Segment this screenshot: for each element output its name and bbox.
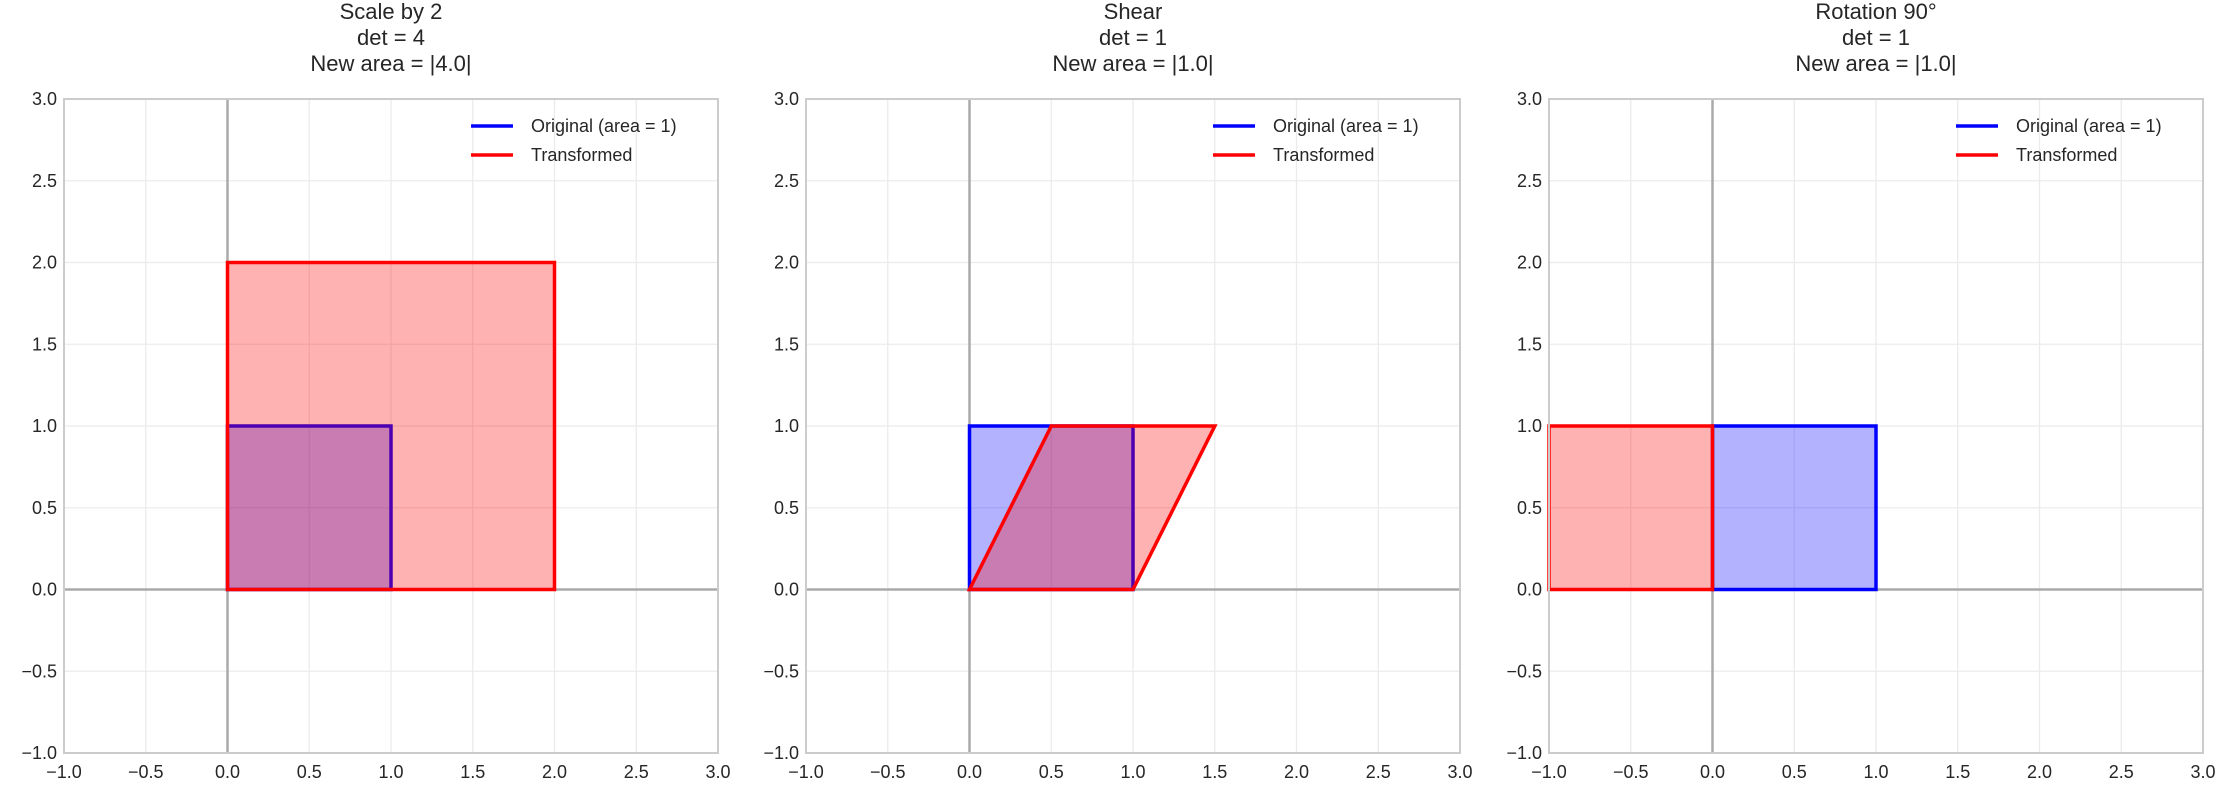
x-tick-label: 2.5 (2109, 762, 2134, 782)
axes-frame (63, 98, 719, 754)
x-tick-label: 1.5 (1945, 762, 1970, 782)
subplot-title: det = 1 (1099, 25, 1167, 50)
x-tick-label: 0.5 (1039, 762, 1064, 782)
subplot-3: −1.0 −0.5 0.0 0.5 1.0 1.5 2.0 2.5 3.0 −1.0 −0.5 0.0… (1506, 0, 2215, 782)
x-tick-label: 2.0 (2027, 762, 2052, 782)
y-tick-label: −1.0 (21, 743, 57, 763)
axes-frame (805, 98, 1461, 754)
y-tick-label: 2.5 (1517, 171, 1542, 191)
subplot-title: New area = |1.0| (1052, 51, 1213, 76)
subplot-title: det = 1 (1842, 25, 1910, 50)
legend-original-label: Original (area = 1) (2016, 116, 2162, 136)
y-tick-label: 0.0 (774, 580, 799, 600)
legend-transformed-label: Transformed (531, 145, 632, 165)
y-tick-label: 0.5 (1517, 498, 1542, 518)
y-tick-label: 0.0 (32, 580, 57, 600)
y-tick-label: 2.0 (32, 253, 57, 273)
y-tick-label: 0.5 (32, 498, 57, 518)
x-tick-label: 1.0 (378, 762, 403, 782)
y-tick-label: −1.0 (763, 743, 799, 763)
x-tick-label: 0.0 (1700, 762, 1725, 782)
x-tick-label: 3.0 (1447, 762, 1472, 782)
x-tick-label: 2.0 (542, 762, 567, 782)
legend-transformed-label: Transformed (2016, 145, 2117, 165)
original-polygon (1710, 424, 1878, 592)
subplot-title: det = 4 (357, 25, 425, 50)
x-tick-label: 1.5 (1202, 762, 1227, 782)
x-tick-label: −1.0 (46, 762, 82, 782)
y-tick-label: −0.5 (21, 661, 57, 681)
y-tick-label: 1.0 (1517, 416, 1542, 436)
transformed-polygon (1547, 424, 1715, 592)
x-tick-label: 0.0 (957, 762, 982, 782)
y-tick-label: 0.0 (1517, 580, 1542, 600)
y-tick-label: 1.0 (774, 416, 799, 436)
x-tick-label: −0.5 (128, 762, 164, 782)
y-tick-label: −0.5 (763, 661, 799, 681)
y-tick-label: −0.5 (1506, 661, 1542, 681)
x-tick-label: 0.5 (1782, 762, 1807, 782)
y-tick-label: 2.5 (774, 171, 799, 191)
legend-original-label: Original (area = 1) (531, 116, 677, 136)
transformed-polygon (966, 424, 1218, 592)
x-tick-label: 1.0 (1120, 762, 1145, 782)
legend-transformed-label: Transformed (1273, 145, 1374, 165)
legend: Original (area = 1) Transformed (1213, 116, 1419, 165)
y-tick-label: 0.5 (774, 498, 799, 518)
y-tick-label: 1.0 (32, 416, 57, 436)
x-tick-label: 3.0 (705, 762, 730, 782)
y-tick-label: 2.5 (32, 171, 57, 191)
x-tick-label: 1.5 (460, 762, 485, 782)
subplot-title: Rotation 90° (1815, 0, 1936, 24)
subplot-title: New area = |1.0| (1795, 51, 1956, 76)
y-tick-label: 3.0 (32, 89, 57, 109)
x-tick-label: 0.5 (297, 762, 322, 782)
x-tick-label: 3.0 (2190, 762, 2215, 782)
legend-original-label: Original (area = 1) (1273, 116, 1419, 136)
x-tick-label: −1.0 (1531, 762, 1567, 782)
y-tick-label: 3.0 (1517, 89, 1542, 109)
y-tick-label: 1.5 (1517, 334, 1542, 354)
x-tick-label: 0.0 (215, 762, 240, 782)
y-tick-label: 1.5 (32, 334, 57, 354)
subplot-title: Scale by 2 (340, 0, 443, 24)
x-tick-label: 2.5 (1366, 762, 1391, 782)
legend: Original (area = 1) Transformed (1956, 116, 2162, 165)
axes-frame (1548, 98, 2204, 754)
x-tick-label: −0.5 (1613, 762, 1649, 782)
y-tick-label: 2.0 (774, 253, 799, 273)
y-tick-label: 2.0 (1517, 253, 1542, 273)
subplot-title: New area = |4.0| (310, 51, 471, 76)
subplot-title: Shear (1104, 0, 1163, 24)
x-tick-label: −0.5 (870, 762, 906, 782)
y-tick-label: 3.0 (774, 89, 799, 109)
x-tick-label: 2.5 (624, 762, 649, 782)
y-tick-label: −1.0 (1506, 743, 1542, 763)
x-tick-label: −1.0 (788, 762, 824, 782)
x-tick-label: 2.0 (1284, 762, 1309, 782)
transformed-polygon (225, 260, 557, 592)
x-tick-label: 1.0 (1863, 762, 1888, 782)
subplot-1: −1.0 −0.5 0.0 0.5 1.0 1.5 2.0 2.5 3.0 −1.0 −0.5 0.0… (21, 0, 730, 782)
y-tick-label: 1.5 (774, 334, 799, 354)
legend: Original (area = 1) Transformed (471, 116, 677, 165)
subplot-2: −1.0 −0.5 0.0 0.5 1.0 1.5 2.0 2.5 3.0 −1.0 −0.5 0.0… (763, 0, 1472, 782)
